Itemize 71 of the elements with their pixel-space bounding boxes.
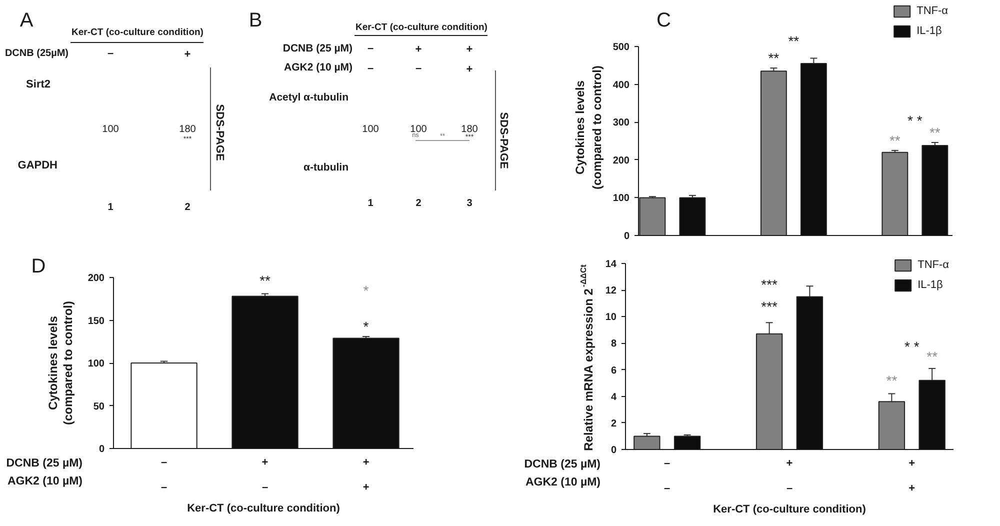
text: 100 <box>102 124 120 135</box>
text: – <box>415 62 422 74</box>
text: SDS-PAGE <box>498 112 510 169</box>
text: Acetyl α-tubulin <box>269 92 349 104</box>
y-tick-label: 200 <box>88 273 105 284</box>
x-tick-label: + + <box>362 456 370 494</box>
text: GAPDH <box>18 160 58 172</box>
x-axis-title: Ker-CT (co-culture condition) <box>713 504 866 516</box>
text: DCNB (25 µM) <box>6 458 83 470</box>
y-tick-label: 0 <box>98 444 105 455</box>
legend-label: TNF-α <box>918 259 949 271</box>
text: – <box>367 62 374 74</box>
y-tick-label: 50 <box>93 401 105 412</box>
x-tick-label: + – <box>262 456 268 494</box>
y-tick-label: 150 <box>88 316 105 327</box>
text: 100 <box>362 124 380 135</box>
text: 180 <box>461 124 478 135</box>
text: SDS-PAGE <box>214 104 226 161</box>
text: 2 <box>416 198 422 209</box>
text: 100 <box>410 124 428 135</box>
text: DCNB (25 µM) <box>524 458 601 470</box>
y-axis-title: Relative mRNA expression 2-ΔΔCt <box>579 264 596 451</box>
text: 180 <box>179 124 196 135</box>
y-tick-label: 10 <box>605 312 617 324</box>
text: Sirt2 <box>26 78 51 90</box>
text: B <box>248 10 262 32</box>
text: α-tubulin <box>304 162 349 174</box>
annotation: ** <box>886 372 898 389</box>
text: AGK2 (10 µM) <box>8 476 83 488</box>
y-tick-label: 14 <box>605 259 617 270</box>
text: 1 <box>368 198 374 209</box>
x-tick-label: + – <box>786 458 793 495</box>
y-tick-label: 100 <box>612 193 630 204</box>
y-tick-label: 4 <box>610 392 617 403</box>
annotation: *** <box>761 298 778 315</box>
chart-title: D <box>31 256 46 278</box>
text: 1 <box>108 202 114 213</box>
text: AGK2 (10 µM) <box>284 62 353 74</box>
y-axis-title: Cytokines levels (compared to control) <box>46 300 76 425</box>
legend-label: IL-1β <box>918 279 943 291</box>
text: DCNB (25µM) <box>4 48 69 59</box>
x-tick-label: + + <box>908 458 916 495</box>
annotation: *** <box>761 276 778 293</box>
y-tick-label: 8 <box>610 338 617 350</box>
text: 2 <box>184 202 191 213</box>
y-tick-label: 0 <box>624 231 630 242</box>
y-tick-label: 100 <box>88 358 105 370</box>
text: + <box>466 64 473 76</box>
text: 3 <box>466 198 473 209</box>
text: Ker-CT (co-culture condition) <box>356 22 488 33</box>
text: + <box>466 44 473 56</box>
y-tick-label: 0 <box>610 445 617 456</box>
text: – <box>107 48 114 60</box>
text: DCNB (25 µM) <box>282 42 353 54</box>
text: AGK2 (10 µM) <box>526 476 601 488</box>
x-axis-title: Ker-CT (co-culture condition) <box>187 502 340 515</box>
text: Ker-CT (co-culture condition) <box>72 27 204 38</box>
y-tick-label: 2 <box>610 418 617 430</box>
annotation: * <box>363 282 370 298</box>
text: – <box>367 42 374 54</box>
x-tick-label: – – <box>664 458 670 495</box>
annotation: ** <box>926 348 938 364</box>
text: + <box>184 48 191 60</box>
y-tick-label: 12 <box>605 286 617 297</box>
x-tick-label: – – <box>160 456 168 494</box>
text: A <box>20 10 34 32</box>
annotation: * <box>363 318 370 334</box>
y-tick-label: 6 <box>610 365 617 376</box>
annotation: ** <box>260 272 272 289</box>
text: + <box>415 44 422 56</box>
annotation: * * <box>904 338 920 354</box>
